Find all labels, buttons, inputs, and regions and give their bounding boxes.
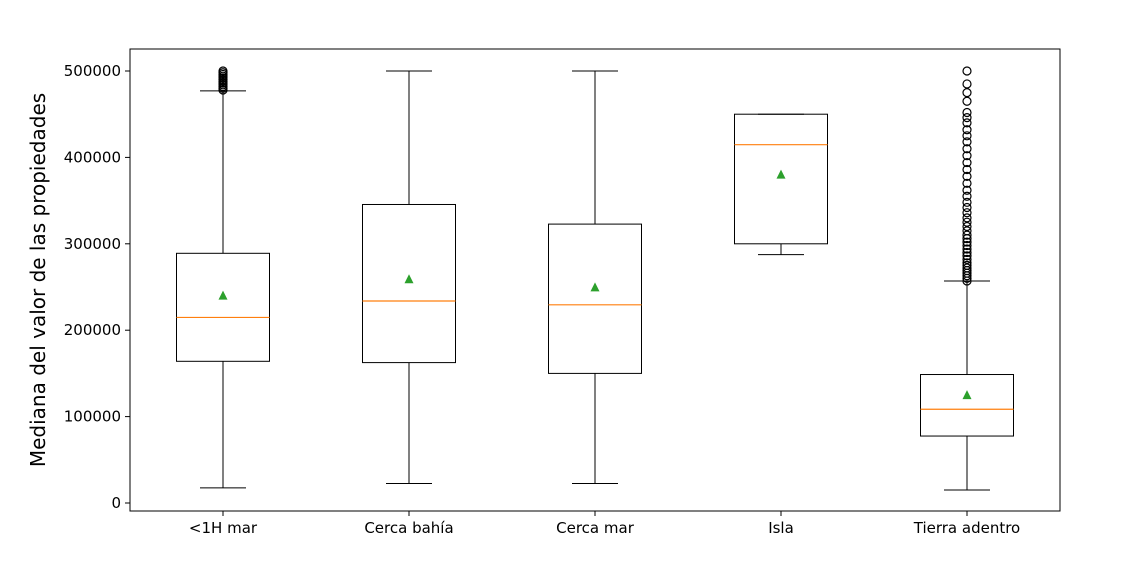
outlier-point: [962, 185, 972, 195]
outlier-point: [962, 137, 972, 147]
outlier-point: [962, 164, 972, 175]
outlier-point: [962, 217, 972, 227]
iqr-box: [548, 223, 642, 374]
y-axis-title: Mediana del valor de las propiedades: [26, 93, 50, 467]
box-group-1: [362, 70, 456, 485]
mean-marker: [590, 282, 600, 292]
y-tick-label: 500000: [64, 62, 121, 80]
iqr-box: [176, 252, 270, 362]
outlier-point: [962, 191, 972, 201]
box-group-0: [176, 66, 270, 489]
outlier-point: [962, 96, 972, 106]
outlier-point: [962, 178, 972, 188]
box-group-2: [548, 70, 642, 485]
outlier-point: [962, 131, 972, 141]
outlier-point: [962, 113, 972, 123]
outlier-point: [962, 208, 972, 218]
outlier-point: [962, 118, 972, 128]
outlier-point: [962, 240, 972, 251]
outlier-point: [962, 107, 972, 118]
y-axis: 0 100000 200000 300000 400000 500000: [64, 62, 130, 512]
outlier-point: [962, 263, 972, 273]
outlier-point: [962, 244, 972, 254]
outlier-point: [962, 87, 972, 98]
mean-marker: [404, 274, 414, 284]
outlier-point: [962, 254, 972, 264]
x-tick-label: Tierra adentro: [913, 519, 1020, 537]
outlier-point: [962, 197, 972, 207]
outlier-point: [962, 66, 972, 76]
box-group-3: [734, 113, 828, 256]
outlier-point: [962, 247, 972, 258]
outlier-point: [962, 157, 972, 168]
y-tick-label: 400000: [64, 148, 121, 166]
outlier-point: [962, 151, 972, 161]
iqr-box: [362, 203, 456, 364]
outlier-point: [962, 144, 972, 154]
outlier-point: [218, 66, 228, 76]
x-tick-label: Cerca mar: [556, 519, 635, 537]
outlier-point: [962, 258, 972, 268]
box-group-4: [920, 66, 1014, 491]
plot-area: [176, 66, 1014, 491]
outlier-point: [962, 221, 972, 232]
y-tick-label: 0: [111, 494, 121, 512]
mean-marker: [218, 290, 228, 300]
outlier-point: [962, 171, 972, 182]
outlier-point: [962, 230, 972, 240]
mean-marker: [776, 169, 786, 179]
outlier-point: [962, 251, 972, 261]
iqr-box: [734, 113, 828, 245]
iqr-box: [920, 374, 1014, 437]
outlier-point: [962, 213, 972, 223]
outlier-point: [962, 226, 972, 236]
y-tick-label: 100000: [64, 408, 121, 426]
y-tick-label: 300000: [64, 235, 121, 253]
x-axis: <1H mar Cerca bahía Cerca mar Isla Tierra ad…: [189, 511, 1020, 537]
outlier-point: [962, 79, 972, 89]
outlier-point: [962, 237, 972, 247]
y-tick-label: 200000: [64, 321, 121, 339]
mean-marker: [962, 390, 972, 400]
outlier-point: [962, 202, 972, 213]
outlier-point: [962, 260, 972, 270]
x-tick-label: <1H mar: [189, 519, 258, 537]
x-tick-label: Cerca bahía: [364, 519, 453, 537]
outlier-point: [962, 125, 972, 135]
x-tick-label: Isla: [768, 519, 794, 537]
